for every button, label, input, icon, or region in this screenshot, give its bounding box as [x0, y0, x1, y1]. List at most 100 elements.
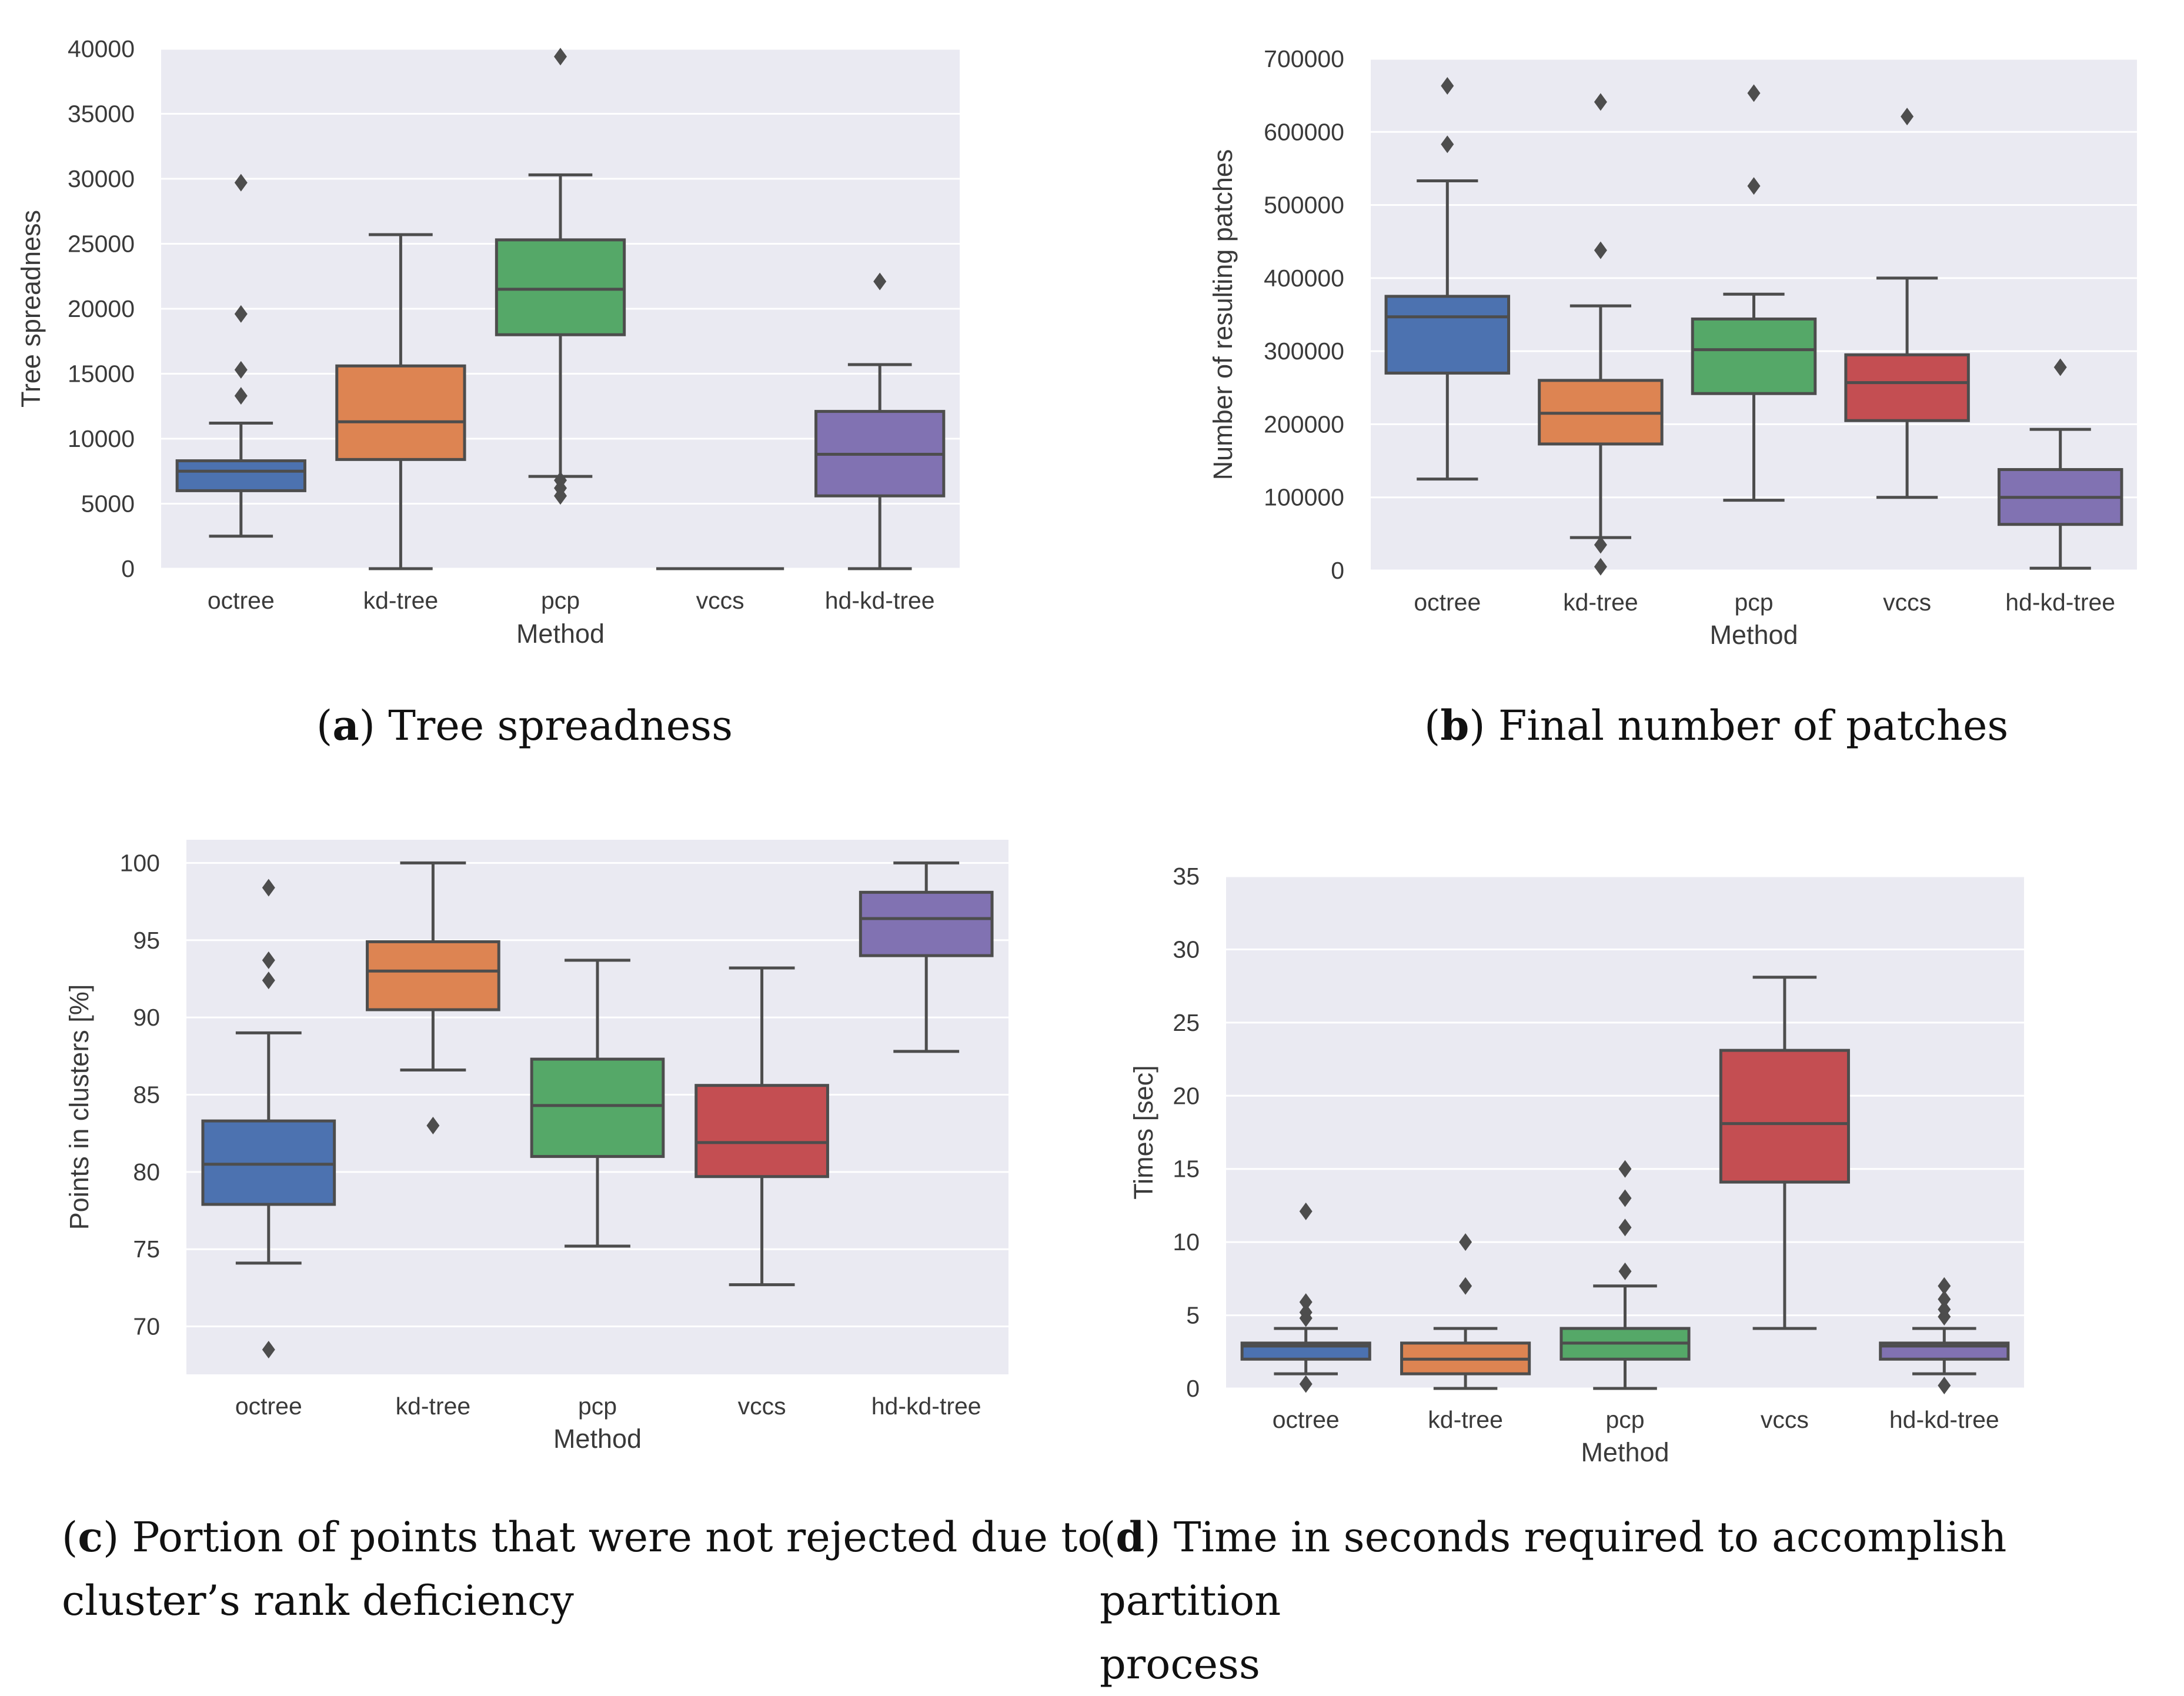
x-tick-label-vccs: vccs — [1883, 589, 1931, 616]
y-tick-label-a: 5000 — [81, 490, 135, 518]
x-tick-label-kd-tree: kd-tree — [1563, 589, 1638, 616]
flier-point — [234, 305, 248, 323]
caption-b-text: Final number of patches — [1498, 702, 2009, 750]
caption-d-line-2: process — [1100, 1640, 1260, 1688]
caption-b: (b) Final number of patches — [1424, 701, 2009, 750]
flier-point — [1459, 1277, 1472, 1295]
y-tick-label-d: 20 — [1173, 1082, 1200, 1109]
flier-point — [1618, 1218, 1632, 1237]
box-group-hd-kd-tree — [1879, 1277, 2010, 1395]
x-tick-label-octree: octree — [208, 587, 275, 614]
box-group-octree — [201, 879, 336, 1358]
y-tick-label-c: 90 — [133, 1004, 160, 1031]
flier-point — [426, 1117, 440, 1135]
y-tick-label-b: 600000 — [1264, 118, 1344, 145]
box-group-hd-kd-tree — [859, 861, 994, 1053]
box-vccs — [694, 1084, 829, 1178]
flier-point — [554, 471, 567, 489]
x-tick-label-octree: octree — [235, 1393, 302, 1420]
box-group-pcp — [530, 959, 665, 1248]
y-tick-label-b: 700000 — [1264, 45, 1344, 72]
y-tick-label-c: 85 — [133, 1081, 160, 1108]
x-tick-label-vccs: vccs — [696, 587, 744, 614]
x-tick-label-octree: octree — [1414, 589, 1481, 616]
flier-point — [1594, 93, 1607, 111]
y-tick-label-d: 10 — [1173, 1228, 1200, 1256]
x-tick-label-pcp: pcp — [1605, 1406, 1644, 1433]
flier-point — [1594, 536, 1607, 554]
box-vccs — [1719, 1049, 1850, 1184]
caption-c-line-2: cluster’s rank deficiency — [62, 1577, 574, 1625]
caption-c-line-1: Portion of points that were not rejected… — [132, 1513, 1103, 1561]
flier-point — [1441, 76, 1454, 95]
x-axis-label-a: Method — [516, 619, 605, 649]
x-tick-label-pcp: pcp — [1734, 589, 1773, 616]
y-axis-label-d: Times [sec] — [1128, 1065, 1158, 1199]
flier-point — [1618, 1262, 1632, 1280]
flier-point — [234, 387, 248, 405]
y-tick-label-a: 15000 — [68, 360, 135, 388]
x-tick-label-hd-kd-tree: hd-kd-tree — [871, 1393, 981, 1420]
y-tick-label-a: 30000 — [68, 165, 135, 192]
y-tick-label-b: 300000 — [1264, 338, 1344, 365]
flier-point — [1299, 1202, 1313, 1220]
box-group-kd-tree — [1538, 93, 1664, 576]
flier-point — [1938, 1277, 1951, 1295]
box-group-pcp — [1691, 84, 1817, 502]
y-tick-label-b: 200000 — [1264, 410, 1344, 438]
x-tick-label-kd-tree: kd-tree — [396, 1393, 471, 1420]
flier-point — [1747, 84, 1761, 102]
flier-point — [1938, 1300, 1951, 1318]
y-axis-label-b: Number of resulting patches — [1208, 149, 1238, 480]
flier-point — [1299, 1293, 1313, 1311]
box-octree — [175, 459, 306, 492]
flier-point — [554, 48, 567, 66]
x-tick-label-hd-kd-tree: hd-kd-tree — [1889, 1406, 1999, 1433]
caption-c-letter: c — [78, 1513, 103, 1561]
box-octree — [201, 1119, 336, 1206]
y-tick-label-c: 80 — [133, 1159, 160, 1186]
box-kd-tree — [366, 940, 500, 1011]
flier-point — [1594, 241, 1607, 259]
caption-d: (d) Time in seconds required to accompli… — [1100, 1513, 2007, 1688]
box-group-pcp — [1559, 1160, 1691, 1390]
y-axis-label-a: Tree spreadness — [16, 210, 46, 408]
box-pcp — [530, 1057, 665, 1159]
y-tick-label-a: 10000 — [68, 425, 135, 452]
x-tick-label-kd-tree: kd-tree — [1428, 1406, 1503, 1433]
x-axis-label-c: Method — [553, 1424, 642, 1454]
y-tick-label-c: 95 — [133, 927, 160, 954]
flier-point — [262, 1340, 275, 1358]
box-group-vccs — [1844, 108, 1970, 499]
y-tick-label-d: 0 — [1186, 1375, 1200, 1402]
flier-point — [873, 272, 887, 291]
box-group-hd-kd-tree — [1997, 358, 2123, 570]
box-vccs — [1844, 353, 1970, 422]
flier-point — [1594, 557, 1607, 576]
panel-a: 0 5000 10000 15000 20000 25000 30000 35000 40000… — [16, 35, 960, 649]
flier-point — [1299, 1303, 1313, 1321]
y-tick-label-d: 15 — [1173, 1156, 1200, 1183]
flier-point — [2053, 358, 2067, 376]
y-tick-label-c: 75 — [133, 1236, 160, 1263]
flier-point — [1441, 135, 1454, 153]
flier-point — [1299, 1375, 1313, 1393]
caption-a: (a) Tree spreadness — [316, 701, 733, 750]
y-tick-label-d: 5 — [1186, 1302, 1200, 1329]
x-tick-label-pcp: pcp — [578, 1393, 617, 1420]
x-tick-label-pcp: pcp — [541, 587, 580, 614]
box-octree — [1384, 295, 1511, 375]
caption-d-letter: d — [1116, 1513, 1145, 1561]
panel-c: 70 75 80 85 90 95 100 octree kd-tree pcp vccs hd-kd… — [64, 840, 1008, 1454]
y-tick-label-d: 25 — [1173, 1009, 1200, 1036]
caption-b-letter: b — [1440, 701, 1470, 750]
y-tick-label-a: 0 — [121, 555, 135, 582]
y-tick-label-c: 100 — [120, 849, 160, 876]
box-group-hd-kd-tree — [814, 272, 946, 570]
box-group-kd-tree — [366, 861, 500, 1135]
caption-a-letter: a — [332, 701, 359, 750]
y-tick-label-a: 35000 — [68, 101, 135, 128]
box-group-vccs — [1719, 976, 1850, 1330]
flier-point — [262, 951, 275, 969]
caption-d-line-1: Time in seconds required to accomplish p… — [1100, 1513, 2007, 1625]
